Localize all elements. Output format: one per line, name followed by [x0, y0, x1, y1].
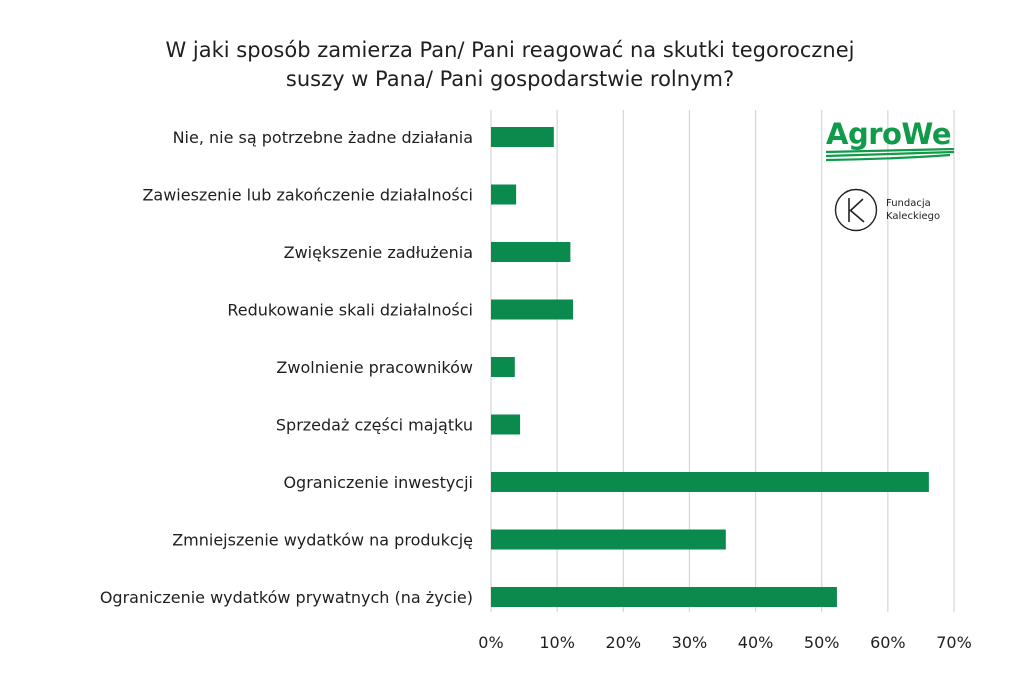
agrowe-logo: AgroWe	[826, 118, 954, 166]
x-tick-label: 70%	[936, 633, 972, 652]
agrowe-logo-swoosh	[826, 148, 954, 162]
bar	[491, 127, 554, 147]
bar	[491, 472, 929, 492]
x-tick-labels: 0% 10% 20% 30% 40% 50% 60% 70%	[478, 633, 971, 652]
x-tick-label: 10%	[539, 633, 575, 652]
category-label: Zwolnienie pracowników	[276, 358, 473, 377]
x-tick-label: 40%	[738, 633, 774, 652]
category-label: Zawieszenie lub zakończenie działalności	[142, 186, 473, 205]
chart-title-line-2: suszy w Pana/ Pani gospodarstwie rolnym?	[285, 67, 735, 91]
x-tick-label: 50%	[804, 633, 840, 652]
bar	[491, 184, 517, 205]
bar	[491, 587, 837, 607]
bar	[491, 529, 726, 550]
chart-title-line-1: W jaki sposób zamierza Pan/ Pani reagowa…	[165, 38, 855, 62]
chart-title: W jaki sposób zamierza Pan/ Pani reagowa…	[120, 36, 900, 94]
category-label: Sprzedaż części majątku	[276, 416, 473, 435]
category-labels: Nie, nie są potrzebne żadne działania Zaw…	[100, 128, 473, 607]
bar	[491, 357, 515, 377]
bars	[491, 127, 929, 607]
bar	[491, 299, 574, 320]
category-label: Ograniczenie wydatków prywatnych (na życ…	[100, 588, 473, 607]
category-label: Zwiększenie zadłużenia	[284, 243, 473, 262]
category-label: Redukowanie skali działalności	[227, 301, 473, 320]
category-label: Nie, nie są potrzebne żadne działania	[173, 128, 473, 147]
grid-lines	[490, 110, 955, 612]
x-tick-label: 20%	[606, 633, 642, 652]
category-label: Ograniczenie inwestycji	[283, 473, 473, 492]
fundacja-k-emblem-icon	[834, 188, 878, 232]
bar	[491, 242, 571, 262]
fundacja-kaleckiego-logo: Fundacja Kaleckiego	[834, 188, 964, 236]
fundacja-logo-line-1: Fundacja	[886, 198, 931, 209]
x-tick-label: 30%	[672, 633, 708, 652]
fundacja-logo-text: Fundacja Kaleckiego	[886, 197, 940, 223]
agrowe-logo-text: AgroWe	[826, 117, 952, 151]
x-tick-label: 60%	[870, 633, 906, 652]
bar	[491, 414, 521, 435]
x-tick-label: 0%	[478, 633, 503, 652]
fundacja-logo-line-2: Kaleckiego	[886, 211, 941, 222]
category-label: Zmniejszenie wydatków na produkcję	[172, 531, 473, 550]
